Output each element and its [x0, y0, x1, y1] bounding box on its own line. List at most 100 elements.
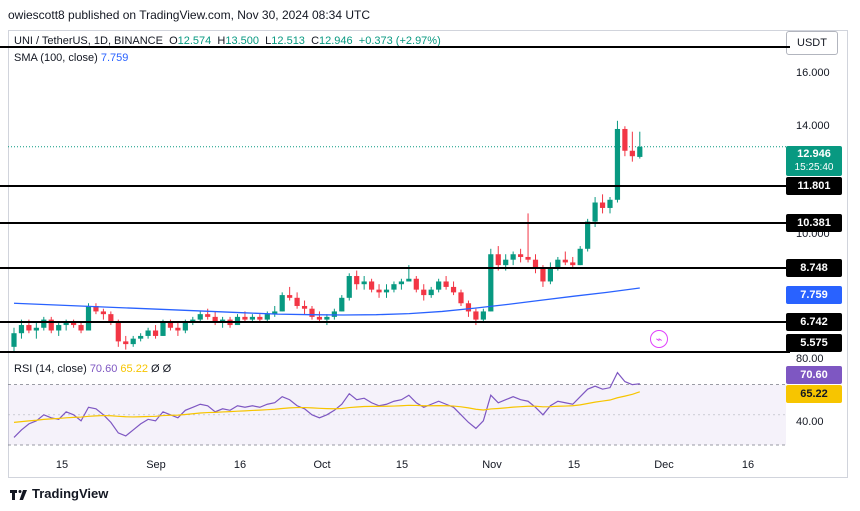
footer-brand: TradingView: [32, 486, 109, 501]
level-line-5575[interactable]: [0, 351, 790, 353]
tradingview-logo-icon: [10, 489, 27, 500]
bar-countdown: 15:25:40: [794, 162, 834, 173]
candle-body: [48, 319, 54, 331]
level-tag-11801: 11.801: [786, 177, 842, 195]
rsi-legend[interactable]: RSI (14, close) 70.60 65.22 Ø Ø: [14, 363, 171, 375]
candle-body: [182, 322, 188, 331]
tradingview-logo[interactable]: TradingView: [10, 486, 108, 501]
sma-legend[interactable]: SMA (100, close) 7.759: [14, 52, 128, 64]
candle-body: [63, 322, 69, 326]
candle-body: [614, 128, 621, 200]
x-axis-label: 15: [395, 459, 409, 471]
level-tag-5575: 5.575: [786, 334, 842, 352]
level-line-10381[interactable]: [0, 222, 790, 224]
event-bolt-icon[interactable]: ⌁: [650, 330, 668, 348]
close-label: C: [311, 35, 320, 47]
price-axis-label: 16.000: [796, 67, 830, 79]
sma-tag: 7.759: [786, 286, 842, 304]
x-axis-label: 16: [741, 459, 755, 471]
level-tag-8748: 8.748: [786, 259, 842, 277]
candle-body: [503, 259, 509, 266]
candle-body: [473, 311, 479, 320]
candle-body: [152, 330, 159, 336]
candle-body: [391, 284, 397, 290]
candle-body: [421, 289, 427, 296]
x-axis-label: Nov: [482, 459, 502, 471]
level-tag-6742: 6.742: [786, 313, 842, 331]
candle-body: [562, 259, 568, 263]
candle-body: [346, 276, 352, 298]
candle-body: [115, 322, 121, 342]
rsi-axis-label: 80.00: [796, 353, 824, 365]
candle-body: [85, 305, 92, 331]
candle-body: [495, 254, 501, 266]
x-axis-label: Dec: [654, 459, 674, 471]
rsi-value: 70.60: [89, 363, 118, 375]
candle-body: [585, 221, 591, 249]
x-axis-label: 15: [567, 459, 581, 471]
candle-body: [294, 297, 300, 306]
candle-body: [301, 305, 308, 309]
chart-canvas[interactable]: [8, 30, 788, 460]
candle-body: [324, 316, 330, 320]
candle-body: [71, 322, 77, 326]
open-value: 12.574: [177, 35, 212, 47]
candle-body: [234, 316, 241, 326]
low-value: 12.513: [271, 35, 305, 47]
candle-body: [339, 297, 345, 312]
x-axis-label: Oct: [313, 459, 331, 471]
candle-body: [398, 281, 404, 285]
high-value: 13.500: [225, 35, 260, 47]
level-line-6742[interactable]: [0, 321, 790, 323]
low-label: L: [265, 35, 272, 47]
candle-body: [406, 278, 412, 282]
symbol-legend: UNI / TetherUS, 1D, BINANCE O12.574 H13.…: [14, 35, 441, 47]
candle-body: [592, 202, 598, 222]
candle-body: [361, 281, 367, 285]
candle-body: [480, 311, 486, 320]
publish-header: owiescott8 published on TradingView.com,…: [8, 8, 370, 22]
candle-body: [175, 327, 181, 331]
rsi-label: RSI (14, close): [14, 363, 87, 375]
candle-body: [376, 289, 382, 293]
rsi-signal-tag: 65.22: [786, 385, 842, 403]
symbol-name[interactable]: UNI / TetherUS, 1D, BINANCE: [14, 35, 163, 47]
candle-body: [458, 292, 464, 304]
rsi-tag: 70.60: [786, 366, 842, 384]
level-line-8748[interactable]: [0, 267, 790, 269]
currency-selector[interactable]: USDT: [786, 31, 838, 55]
top-border-line: [0, 46, 790, 48]
close-value: 12.946: [319, 35, 353, 47]
candle-body: [78, 325, 84, 331]
candle-body: [130, 338, 136, 345]
candle-body: [205, 314, 211, 317]
x-axis-label: 15: [55, 459, 69, 471]
rsi-band: [8, 384, 786, 445]
candle-body: [540, 267, 546, 282]
candle-body: [413, 278, 419, 290]
candle-body: [316, 316, 323, 320]
candle-body: [279, 295, 285, 312]
candle-body: [264, 314, 270, 320]
level-tag-10381: 10.381: [786, 214, 842, 232]
rsi-extra-1: Ø: [151, 363, 160, 375]
candle-body: [488, 254, 494, 312]
candle-body: [383, 289, 390, 293]
change-value: +0.373 (+2.97%): [358, 35, 441, 47]
candle-body: [354, 276, 360, 285]
candle-body: [212, 316, 218, 323]
candle-body: [547, 267, 553, 282]
candle-body: [450, 286, 457, 293]
candle-body: [577, 248, 583, 266]
x-axis-label: Sep: [146, 459, 166, 471]
candle-body: [220, 319, 226, 323]
candle-body: [525, 256, 531, 260]
candle-body: [629, 150, 635, 157]
candle-body: [570, 262, 576, 266]
current-price: 12.946: [797, 148, 831, 160]
candle-body: [108, 314, 114, 323]
level-line-11801[interactable]: [0, 185, 790, 187]
candle-body: [369, 281, 375, 290]
candle-body: [123, 341, 129, 345]
candle-body: [465, 303, 472, 312]
